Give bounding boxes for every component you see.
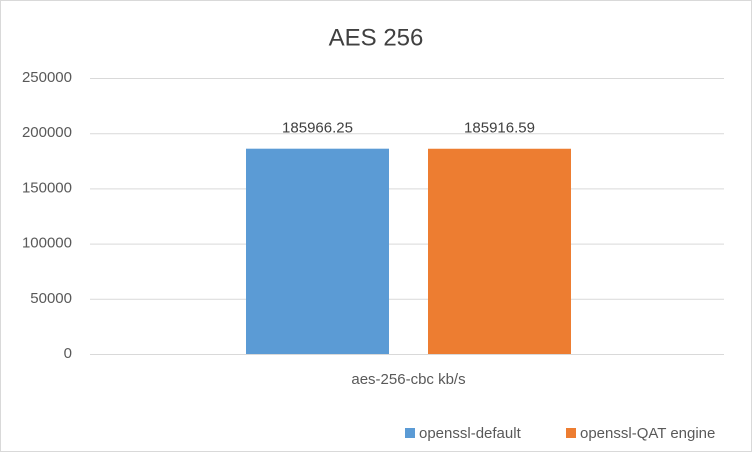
y-tick-label: 100000: [22, 235, 72, 252]
bar: [246, 148, 389, 354]
legend-label: openssl-QAT engine: [580, 425, 715, 442]
x-tick-label: aes-256-cbc kb/s: [351, 371, 465, 388]
data-label: 185916.59: [464, 120, 535, 137]
legend-swatch: [405, 428, 415, 438]
y-tick-label: 250000: [22, 69, 72, 86]
y-tick-label: 150000: [22, 179, 72, 196]
data-label: 185966.25: [282, 120, 353, 137]
legend-swatch: [566, 428, 576, 438]
y-tick-label: 50000: [30, 290, 72, 307]
legend-label: openssl-default: [419, 425, 522, 442]
y-tick-label: 200000: [22, 124, 72, 141]
y-tick-label: 0: [64, 345, 72, 362]
bar: [428, 148, 571, 354]
chart-title: AES 256: [329, 24, 424, 51]
